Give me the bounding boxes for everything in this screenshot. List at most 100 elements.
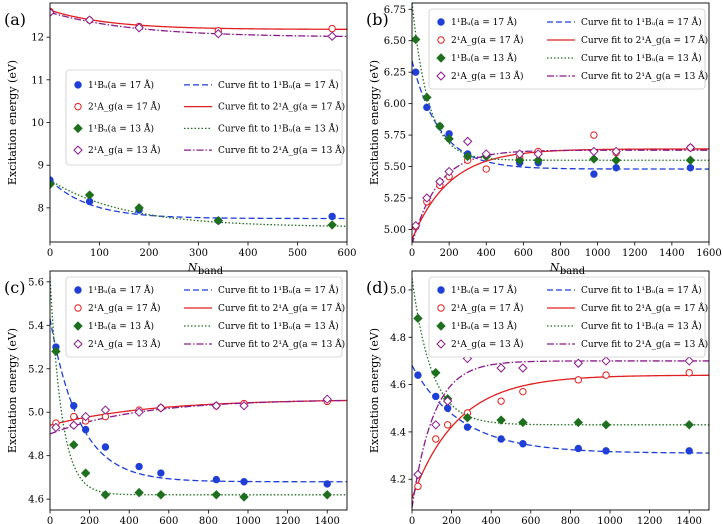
- data-point: [685, 369, 693, 377]
- legend-marker: [73, 339, 83, 349]
- data-point: [443, 421, 452, 429]
- y-tick-label: 6.25: [384, 68, 406, 79]
- data-point: [413, 313, 423, 324]
- y-tick-label: 4.6: [28, 495, 44, 506]
- data-point: [101, 443, 110, 451]
- panel-label: (c): [4, 278, 25, 297]
- y-tick-label: 4.4: [390, 427, 406, 438]
- x-tick-label: 400: [482, 516, 501, 524]
- legend-box: [65, 276, 343, 358]
- axes-frame: [411, 2, 710, 243]
- data-point: [239, 401, 249, 411]
- legend-fit-label: Curve fit to 1¹Bᵤ(a = 17 Å): [218, 284, 339, 296]
- data-point: [612, 164, 620, 172]
- data-point: [156, 403, 166, 413]
- x-axis-label: N: [549, 261, 560, 274]
- data-point: [518, 363, 528, 373]
- fit-curve: [50, 9, 347, 30]
- data-point: [443, 404, 452, 412]
- data-point: [463, 423, 472, 431]
- x-tick-label: 0: [409, 248, 415, 259]
- y-tick-label: 5.0: [390, 285, 406, 296]
- legend-box: [428, 8, 706, 90]
- data-point: [589, 154, 599, 164]
- data-point: [51, 422, 61, 433]
- panel-b: 0 200 400 600 800 1000 1200 1400 1600 5.00 5.25 5.5…: [366, 2, 722, 277]
- y-tick-label: 5.25: [384, 193, 406, 204]
- x-tick-label: 1200: [637, 516, 662, 524]
- data-point: [686, 164, 695, 172]
- panel-label: (d): [366, 278, 389, 297]
- legend-fit-label: Curve fit to 2¹A_g(a = 13 Å): [581, 70, 708, 82]
- data-point: [462, 413, 473, 423]
- data-point: [684, 420, 694, 430]
- data-point: [601, 356, 611, 366]
- legend-marker: [437, 304, 445, 312]
- panel-c: 0 200 400 600 800 1000 1200 1400 4.6 4.8 5.0 5.2 5.4…: [4, 270, 348, 524]
- data-point: [240, 478, 248, 486]
- fit-curve: [412, 360, 709, 508]
- data-point: [442, 396, 453, 406]
- legend-marker: [437, 18, 445, 26]
- y-tick-label: 5.4: [28, 321, 44, 332]
- legend-label: 1¹Bᵤ(a = 13 Å): [88, 320, 154, 332]
- legend-box: [65, 69, 343, 166]
- x-tick-label: 200: [139, 248, 158, 259]
- y-tick-label: 6.75: [384, 5, 406, 16]
- x-tick-label: 500: [288, 248, 307, 259]
- legend-label: 2¹A_g(a = 17 Å): [88, 101, 161, 113]
- plot-area: [412, 3, 709, 242]
- data-point: [602, 447, 610, 455]
- fit-curve: [412, 60, 709, 170]
- legend-label: 1¹Bᵤ(a = 13 Å): [451, 52, 517, 64]
- data-point: [481, 149, 491, 159]
- fit-curve: [412, 148, 709, 240]
- data-point: [50, 7, 55, 18]
- legend-fit-label: Curve fit to 2¹A_g(a = 17 Å): [581, 34, 708, 46]
- data-point: [431, 420, 441, 430]
- data-point: [422, 92, 432, 103]
- y-tick-label: 5.2: [28, 364, 44, 375]
- y-tick-label: 6.50: [384, 36, 406, 47]
- legend-label: 2¹A_g(a = 13 Å): [451, 70, 524, 82]
- legend-fit-label: Curve fit to 1¹Bᵤ(a = 13 Å): [581, 320, 702, 332]
- x-tick-label: 300: [189, 248, 208, 259]
- x-tick-label: 100: [90, 248, 109, 259]
- legend-fit-label: Curve fit to 2¹A_g(a = 13 Å): [218, 144, 345, 156]
- y-tick-label: 5.75: [384, 131, 406, 142]
- data-point: [134, 23, 144, 33]
- data-point: [81, 425, 90, 434]
- data-point: [70, 402, 78, 410]
- data-point: [69, 420, 79, 430]
- y-axis-label: Excitation energy (eV): [6, 60, 19, 185]
- data-point: [435, 176, 445, 187]
- x-tick-label: 0: [409, 516, 415, 524]
- data-point: [431, 368, 441, 378]
- fit-curve: [50, 399, 347, 426]
- x-tick-label: 1000: [235, 516, 260, 524]
- data-point: [590, 170, 598, 178]
- panel-label: (a): [4, 10, 26, 29]
- data-point: [84, 190, 95, 200]
- data-point: [213, 215, 224, 226]
- fit-curve: [50, 399, 347, 435]
- legend-label: 1¹Bᵤ(a = 17 Å): [88, 79, 154, 91]
- y-tick-label: 5.0: [28, 408, 44, 419]
- legend-fit-label: Curve fit to 1¹Bᵤ(a = 17 Å): [581, 284, 702, 296]
- x-tick-label: 600: [514, 248, 533, 259]
- panel-d: 0 200 400 600 800 1000 1200 1400 4.2 4.4 4.6 4.8 5.0…: [366, 270, 710, 524]
- legend-marker: [436, 53, 446, 63]
- legend-label: 2¹A_g(a = 13 Å): [451, 338, 524, 350]
- data-point: [100, 490, 111, 500]
- data-point: [435, 121, 445, 131]
- x-tick-label: 400: [238, 248, 257, 259]
- data-point: [134, 407, 144, 417]
- legend-label: 1¹Bᵤ(a = 17 Å): [451, 284, 517, 296]
- axes-frame: [411, 270, 710, 511]
- axes-frame: [49, 2, 348, 243]
- legend-label: 1¹Bᵤ(a = 17 Å): [88, 284, 154, 296]
- fit-curve: [412, 374, 709, 499]
- data-point: [590, 131, 598, 139]
- data-point: [423, 103, 431, 112]
- plot-area: [50, 7, 347, 230]
